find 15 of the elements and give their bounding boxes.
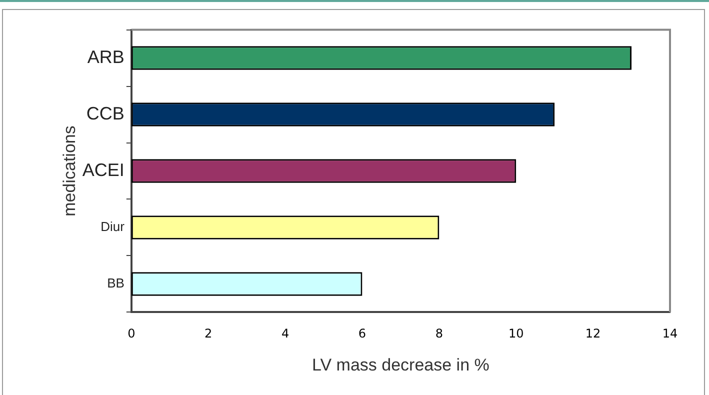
x-tick-label: 12 [585, 326, 601, 341]
x-tick-label: 2 [204, 326, 212, 341]
x-tick-label: 14 [662, 326, 678, 341]
x-axis-title: LV mass decrease in % [312, 355, 490, 374]
y-tick-label: ACEI [82, 160, 124, 180]
x-tick-label: 0 [128, 326, 136, 341]
y-tick-label: ARB [87, 47, 124, 68]
y-tick-label: BB [107, 276, 124, 291]
x-tick-label: 8 [435, 326, 443, 341]
y-axis-title: medications [60, 126, 79, 216]
x-tick-label: 6 [358, 326, 366, 341]
y-tick-label: CCB [86, 103, 124, 124]
y-tick-label: Diur [100, 219, 126, 234]
x-tick-label: 4 [281, 326, 290, 341]
x-tick-label: 10 [508, 326, 524, 341]
